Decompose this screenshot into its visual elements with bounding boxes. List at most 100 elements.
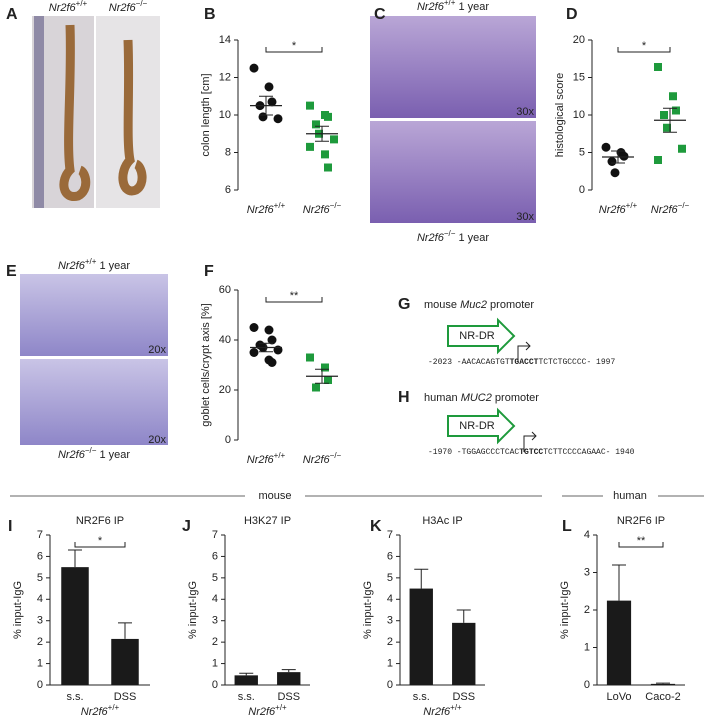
bar xyxy=(650,683,676,685)
x-tick-label-part: +/+ xyxy=(274,201,286,210)
significance-bracket xyxy=(617,47,671,53)
sequence: -1970 -TGGAGCCCTCACTGTCCTCTTCCCCAGAAC- 1… xyxy=(428,448,635,457)
point xyxy=(267,358,277,367)
image-title-part: +/+ xyxy=(444,0,456,7)
error-bar xyxy=(259,95,273,116)
x-tick-label: Nr2f6+/+ xyxy=(599,201,638,216)
x-tick-label: Nr2f6+/+ xyxy=(247,201,286,216)
y-tick-label: 3 xyxy=(387,615,393,627)
histology-image xyxy=(20,359,168,445)
error-bar xyxy=(259,342,273,353)
error-bar xyxy=(315,368,329,384)
x-tick-label: Nr2f6−/− xyxy=(303,451,342,466)
image-title-part: 1 year xyxy=(96,260,130,272)
y-tick-label: 3 xyxy=(212,615,218,627)
point xyxy=(678,144,686,153)
section-label: mouse xyxy=(258,490,291,502)
x-axis-label-part: +/+ xyxy=(450,703,462,712)
chart-title: NR2F6 IP xyxy=(76,515,124,527)
y-tick-label: 15 xyxy=(573,71,585,83)
point xyxy=(264,82,274,92)
y-axis-label: % input-IgG xyxy=(187,581,199,639)
chart-title: NR2F6 IP xyxy=(617,515,665,527)
point xyxy=(672,106,680,115)
y-axis-label: % input-IgG xyxy=(362,581,374,639)
panel-letter: H xyxy=(398,389,410,406)
x-tick-label-part: Nr2f6 xyxy=(599,204,627,216)
x-axis-label-part: Nr2f6 xyxy=(248,706,276,718)
significance: * xyxy=(292,40,297,52)
x-axis-label-part: +/+ xyxy=(108,703,120,712)
y-tick-label: 40 xyxy=(219,334,231,346)
x-tick-label-part: −/− xyxy=(330,451,342,460)
element-label: NR-DR xyxy=(459,330,494,342)
y-axis-label: goblet cells/crypt axis [%] xyxy=(200,303,212,427)
y-tick-label: 6 xyxy=(387,550,393,562)
point xyxy=(654,63,662,71)
section-label: human xyxy=(613,490,647,502)
image-title-part: −/− xyxy=(85,446,97,455)
image-title: Nr2f6−/− 1 year xyxy=(417,229,489,244)
x-tick-label: Nr2f6+/+ xyxy=(247,451,286,466)
image-title-part: Nr2f6 xyxy=(58,260,86,272)
significance: ** xyxy=(290,290,299,302)
point xyxy=(267,335,277,345)
error-bar xyxy=(414,568,429,589)
y-tick-label: 20 xyxy=(219,384,231,396)
sequence-part: TCTCTGCCCC- 1997 xyxy=(538,358,615,367)
tss-arrow xyxy=(517,341,531,362)
image-title-part: 1 year xyxy=(96,449,130,461)
image-label-part: Nr2f6 xyxy=(49,2,77,14)
error-bar xyxy=(656,682,670,684)
point xyxy=(306,353,314,362)
panel-letter: J xyxy=(182,518,191,535)
image-label-part: Nr2f6 xyxy=(109,2,137,14)
panel-letter: A xyxy=(6,6,18,23)
point xyxy=(663,123,671,132)
point xyxy=(324,376,332,384)
y-tick-label: 4 xyxy=(584,529,590,541)
significance-bracket xyxy=(74,542,126,548)
significance: * xyxy=(642,40,647,52)
sequence-part: TGACCT xyxy=(510,358,539,367)
image-title-part: 1 year xyxy=(455,232,489,244)
panel-letter: F xyxy=(204,263,214,280)
point xyxy=(273,114,283,124)
image-title: Nr2f6−/− 1 year xyxy=(58,446,130,461)
histology-image xyxy=(370,121,536,223)
promoter-title-part: mouse xyxy=(424,299,460,311)
error-bar xyxy=(663,107,677,133)
sequence: -2023 -AACACAGTGTTGACCTTCTCTGCCCC- 1997 xyxy=(428,358,615,367)
y-tick-label: 4 xyxy=(212,593,218,605)
y-tick-label: 3 xyxy=(584,566,590,578)
y-axis-label: % input-IgG xyxy=(12,581,24,639)
y-tick-label: 10 xyxy=(573,109,585,121)
error-bar xyxy=(612,564,626,601)
error-bar xyxy=(118,622,132,639)
magnification: 20x xyxy=(148,434,166,446)
bar xyxy=(234,675,258,685)
significance-bracket xyxy=(265,47,323,53)
x-tick-label-part: +/+ xyxy=(626,201,638,210)
element-arrow xyxy=(447,407,516,445)
y-tick-label: 8 xyxy=(225,146,231,158)
x-tick-label-part: Nr2f6 xyxy=(247,204,275,216)
element-label: NR-DR xyxy=(459,420,494,432)
image-title: Nr2f6+/+ 1 year xyxy=(417,0,489,13)
y-tick-label: 1 xyxy=(584,641,590,653)
x-tick-label: Nr2f6−/− xyxy=(303,201,342,216)
panel-letter: L xyxy=(562,518,572,535)
bar xyxy=(111,638,139,685)
ruler xyxy=(34,16,44,208)
colon xyxy=(118,39,147,196)
point xyxy=(312,120,320,129)
promoter-title-part: human xyxy=(424,392,461,404)
y-tick-label: 5 xyxy=(212,572,218,584)
y-tick-label: 7 xyxy=(387,529,393,541)
image-title: Nr2f6+/+ 1 year xyxy=(58,257,130,272)
image-label-part: +/+ xyxy=(76,0,88,8)
y-tick-label: 5 xyxy=(579,146,585,158)
y-tick-label: 2 xyxy=(212,636,218,648)
significance: * xyxy=(98,535,103,547)
